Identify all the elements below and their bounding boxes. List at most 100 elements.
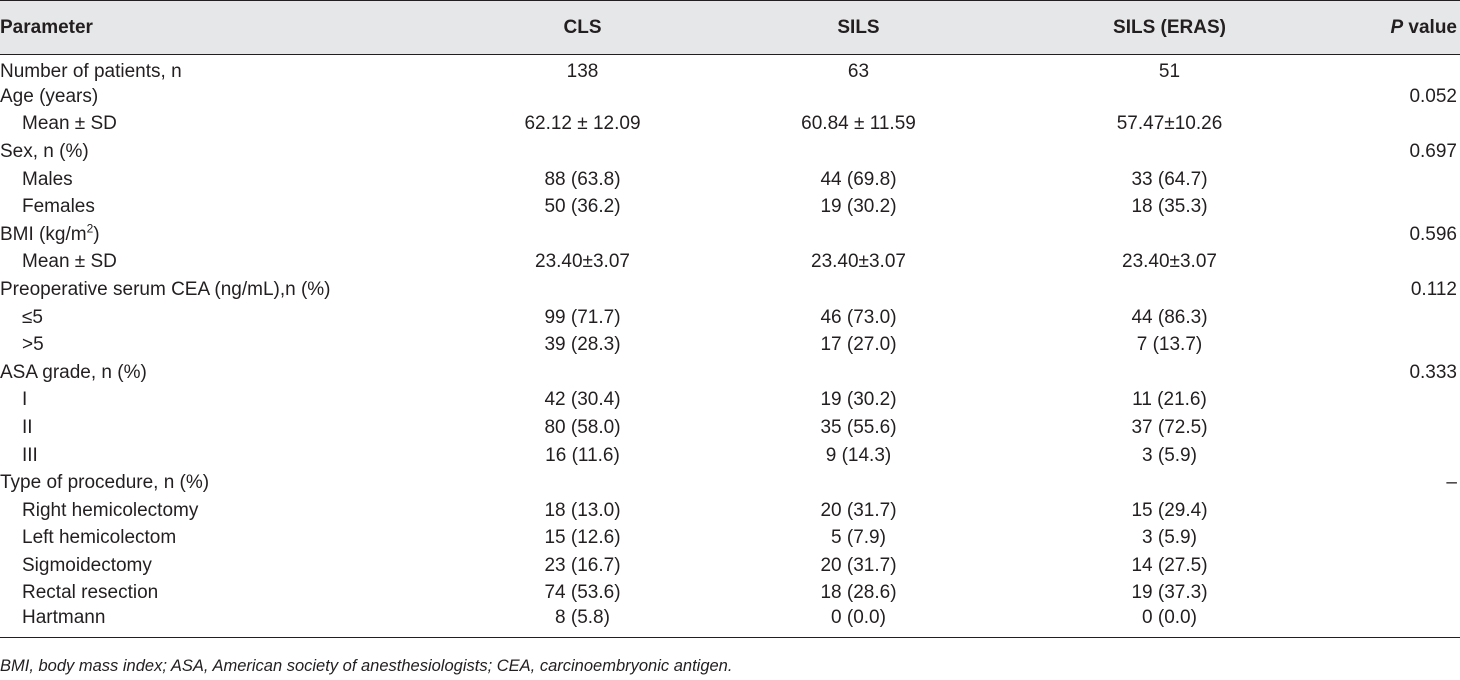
cell-sils: 63: [847, 61, 870, 82]
table-row: Sex, n (%) 0.697: [0, 138, 1460, 166]
cell-cls: 138: [566, 61, 599, 82]
patient-characteristics-table: Parameter CLS SILS SILS (ERAS) P value N…: [0, 0, 1460, 638]
cell-sils: 35 (55.6): [820, 416, 897, 438]
row-label: Number of patients, n: [0, 55, 450, 84]
row-label: Sigmoidectomy: [0, 552, 450, 580]
cell-p-value: –: [1446, 472, 1457, 494]
table-row: Hartmann 8 (5.8) 0 (0.0) 0 (0.0): [0, 607, 1460, 638]
cell-cls: [450, 359, 715, 387]
row-label-text: Rectal resection: [22, 582, 159, 604]
row-label: ≤5: [0, 304, 450, 332]
cell-sils-eras: 3 (5.9): [1142, 527, 1197, 549]
cell-sils: 18 (28.6): [820, 582, 897, 604]
cell-cls: [450, 83, 715, 111]
cell-sils: 46 (73.0): [820, 306, 897, 328]
cell-sils-eras: [1002, 276, 1337, 304]
cell-p-value: [1337, 331, 1460, 359]
cell-sils: [715, 138, 1002, 166]
row-label-text: ASA grade, n (%): [0, 361, 147, 383]
cell-p-value: [1337, 166, 1460, 194]
cell-cls: [450, 221, 715, 249]
row-label: Preoperative serum CEA (ng/mL),n (%): [0, 276, 450, 304]
table-row: Preoperative serum CEA (ng/mL),n (%) 0.11…: [0, 276, 1460, 304]
cell-cls: 99 (71.7): [544, 306, 621, 328]
table-row: Left hemicolectom 15 (12.6) 5 (7.9) 3 (5.9): [0, 525, 1460, 553]
cell-sils: [715, 221, 1002, 249]
row-label-text: Females: [22, 196, 95, 218]
row-label-text: Mean ± SD: [22, 251, 117, 273]
cell-sils: 44 (69.8): [820, 168, 897, 190]
cell-sils-eras: 14 (27.5): [1131, 554, 1208, 576]
row-label-text: Hartmann: [22, 607, 106, 629]
cell-sils-eras: 11 (21.6): [1132, 389, 1207, 411]
cell-sils-eras: 7 (13.7): [1136, 334, 1203, 356]
table-row: Right hemicolectomy 18 (13.0) 20 (31.7) 15 …: [0, 497, 1460, 525]
table-row: Mean ± SD 62.12 ± 12.09 60.84 ± 11.59 57.47…: [0, 111, 1460, 139]
cell-cls: 50 (36.2): [544, 196, 621, 218]
table-body: Number of patients, n 138 63 51 Age (years) 0…: [0, 55, 1460, 638]
cell-sils-eras: 44 (86.3): [1131, 306, 1208, 328]
table-row: Number of patients, n 138 63 51: [0, 55, 1460, 84]
cell-sils: 17 (27.0): [820, 334, 897, 356]
row-label-text: Sex, n (%): [0, 140, 89, 162]
cell-sils-eras: 57.47±10.26: [1116, 113, 1223, 135]
table-row: Mean ± SD 23.40±3.07 23.40±3.07 23.40±3.07: [0, 249, 1460, 277]
cell-sils-eras: [1002, 138, 1337, 166]
row-label-text: ≤5: [22, 306, 43, 328]
cell-sils-eras: 23.40±3.07: [1122, 251, 1217, 273]
cell-cls: [450, 138, 715, 166]
table-row: Rectal resection 74 (53.6) 18 (28.6) 19 (37…: [0, 580, 1460, 608]
row-label: III: [0, 442, 450, 470]
header-p-rest: value: [1403, 16, 1457, 38]
cell-p-value: 0.333: [1409, 361, 1457, 383]
row-label-text: Right hemicolectomy: [22, 499, 199, 521]
cell-p-value: [1337, 580, 1460, 608]
cell-p-value: [1337, 442, 1460, 470]
row-label-text: I: [22, 389, 28, 411]
row-label-suffix: ): [93, 223, 100, 245]
table-row: BMI (kg/m2) 0.596: [0, 221, 1460, 249]
row-label-text: II: [22, 416, 33, 438]
table-row: I 42 (30.4) 19 (30.2) 11 (21.6): [0, 387, 1460, 415]
row-label: Females: [0, 193, 450, 221]
row-label: >5: [0, 331, 450, 359]
cell-sils-eras: [1002, 359, 1337, 387]
header-cls: CLS: [450, 0, 715, 55]
table-row: >5 39 (28.3) 17 (27.0) 7 (13.7): [0, 331, 1460, 359]
cell-sils-eras: [1002, 469, 1337, 497]
row-label-text: Preoperative serum CEA (ng/mL),n (%): [0, 278, 331, 300]
cell-p-value: 0.596: [1409, 223, 1457, 245]
table-row: Males 88 (63.8) 44 (69.8) 33 (64.7): [0, 166, 1460, 194]
row-label: Hartmann: [0, 607, 450, 638]
header-sils-eras: SILS (ERAS): [1002, 0, 1337, 55]
row-label-text: Males: [22, 168, 73, 190]
cell-sils: 9 (14.3): [825, 444, 892, 466]
row-label-superscript: 2: [86, 221, 94, 236]
cell-p-value: [1337, 55, 1460, 84]
header-parameter: Parameter: [0, 0, 450, 55]
row-label: Mean ± SD: [0, 249, 450, 277]
cell-p-value: 0.112: [1410, 278, 1457, 300]
row-label-text: BMI (kg/m: [0, 223, 87, 245]
table-row: III 16 (11.6) 9 (14.3) 3 (5.9): [0, 442, 1460, 470]
cell-cls: [450, 469, 715, 497]
row-label: Type of procedure, n (%): [0, 469, 450, 497]
row-label: BMI (kg/m2): [0, 221, 450, 249]
header-sils: SILS: [715, 0, 1002, 55]
row-label: Age (years): [0, 83, 450, 111]
cell-sils-eras: 51: [1158, 61, 1181, 82]
row-label: Males: [0, 166, 450, 194]
cell-p-value: [1337, 414, 1460, 442]
cell-sils-eras: 18 (35.3): [1131, 196, 1208, 218]
cell-sils-eras: [1002, 221, 1337, 249]
cell-cls: 23.40±3.07: [535, 251, 630, 273]
cell-cls: 16 (11.6): [545, 444, 620, 466]
cell-p-value: [1337, 193, 1460, 221]
cell-cls: 39 (28.3): [544, 334, 621, 356]
cell-p-value: [1337, 607, 1460, 638]
table-row: ≤5 99 (71.7) 46 (73.0) 44 (86.3): [0, 304, 1460, 332]
cell-p-value: [1337, 525, 1460, 553]
table-footnote: BMI, body mass index; ASA, American soci…: [0, 657, 733, 675]
cell-p-value: [1337, 111, 1460, 139]
